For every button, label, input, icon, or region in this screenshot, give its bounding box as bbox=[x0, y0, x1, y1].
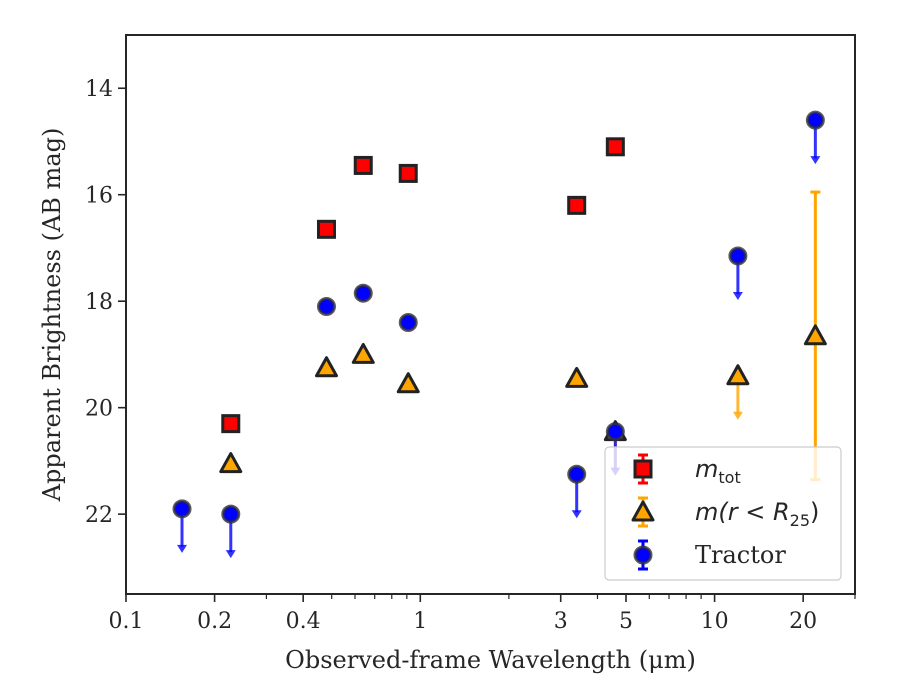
circle-point bbox=[353, 283, 373, 303]
y-tick-label: 16 bbox=[85, 184, 113, 209]
triangle-point bbox=[726, 364, 750, 386]
series-circle bbox=[172, 110, 825, 559]
y-tick-label: 20 bbox=[85, 397, 113, 422]
legend-marker bbox=[631, 500, 655, 522]
x-axis-label: Observed-frame Wavelength (μm) bbox=[285, 646, 696, 674]
legend-item-square: mtot bbox=[633, 453, 741, 487]
circle-upper-limit-arrow-head bbox=[810, 156, 821, 165]
triangle-point bbox=[396, 372, 420, 394]
triangle-point bbox=[314, 356, 338, 378]
legend-label: mtot bbox=[695, 455, 741, 487]
triangle-point bbox=[803, 324, 827, 346]
circle-point bbox=[728, 246, 748, 266]
legend-label: m(r < R25) bbox=[695, 498, 819, 530]
triangle-point bbox=[172, 600, 192, 618]
series-triangle bbox=[172, 190, 827, 654]
y-axis-label: Apparent Brightness (AB mag) bbox=[38, 128, 66, 503]
square-point bbox=[398, 163, 418, 183]
chart-axes: 0.1 0.2 0.4 1 3 5 10 20 14 16 18 20 22 bbox=[85, 77, 856, 634]
legend: mtot m(r < R25) Tractor bbox=[604, 446, 842, 581]
circle-point bbox=[805, 110, 825, 130]
square-point bbox=[221, 414, 241, 434]
x-tick-label: 5 bbox=[619, 609, 633, 634]
y-tick-label: 14 bbox=[85, 77, 113, 102]
y-tick-label: 22 bbox=[85, 503, 113, 528]
triangle-upper-limit-arrow-head bbox=[732, 411, 743, 420]
circle-upper-limit-arrow-head bbox=[571, 510, 582, 519]
triangle-upper-limit-arrow-head bbox=[177, 646, 187, 654]
x-tick-label: 0.1 bbox=[109, 609, 144, 634]
triangle-point bbox=[351, 342, 375, 364]
square-point bbox=[567, 195, 587, 215]
legend-label: Tractor bbox=[695, 541, 786, 569]
circle-point bbox=[605, 422, 625, 442]
circle-point bbox=[398, 312, 418, 332]
circle-upper-limit-arrow-head bbox=[225, 550, 236, 559]
legend-item-triangle: m(r < R25) bbox=[631, 496, 819, 530]
x-tick-label: 0.4 bbox=[286, 609, 321, 634]
square-point bbox=[316, 219, 336, 239]
series-square bbox=[221, 137, 625, 434]
triangle-point bbox=[219, 452, 243, 474]
circle-point bbox=[172, 499, 192, 519]
circle-point bbox=[316, 297, 336, 317]
x-tick-label: 10 bbox=[701, 609, 729, 634]
circle-upper-limit-arrow-head bbox=[732, 291, 743, 300]
square-point bbox=[605, 137, 625, 157]
x-tick-label: 0.2 bbox=[197, 609, 232, 634]
x-tick-label: 1 bbox=[413, 609, 427, 634]
legend-marker bbox=[633, 459, 653, 479]
y-tick-label: 18 bbox=[85, 290, 113, 315]
circle-point bbox=[567, 464, 587, 484]
legend-marker bbox=[633, 545, 653, 565]
square-point bbox=[353, 155, 373, 175]
legend-item-circle: Tractor bbox=[633, 539, 786, 571]
x-tick-label: 3 bbox=[554, 609, 568, 634]
circle-point bbox=[221, 504, 241, 524]
chart-marks bbox=[172, 110, 827, 654]
plot-frame bbox=[125, 34, 856, 595]
circle-upper-limit-arrow-head bbox=[177, 544, 188, 553]
legend-box bbox=[604, 446, 842, 581]
triangle-point bbox=[565, 366, 589, 388]
x-tick-label: 20 bbox=[789, 609, 817, 634]
